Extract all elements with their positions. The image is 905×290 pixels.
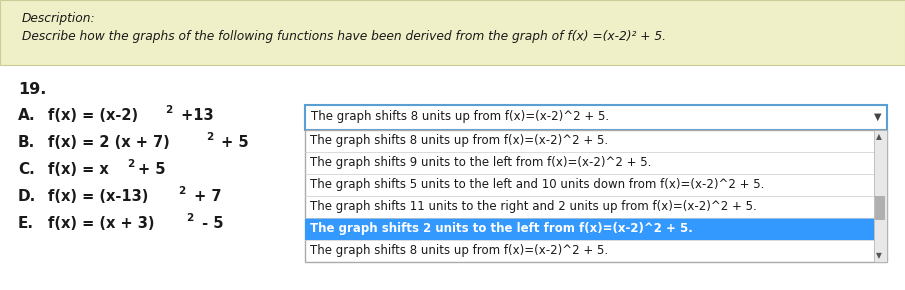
Text: 2: 2 — [206, 132, 214, 142]
Text: B.: B. — [18, 135, 35, 150]
Text: The graph shifts 9 units to the left from f(x)=(x-2)^2 + 5.: The graph shifts 9 units to the left fro… — [310, 156, 652, 169]
Text: + 5: + 5 — [216, 135, 249, 150]
Text: - 5: - 5 — [196, 216, 224, 231]
Text: f(x) = x: f(x) = x — [48, 162, 109, 177]
Text: +13: +13 — [176, 108, 214, 123]
Text: f(x) = (x-2): f(x) = (x-2) — [48, 108, 138, 123]
Text: Describe how the graphs of the following functions have been derived from the gr: Describe how the graphs of the following… — [22, 30, 666, 43]
Text: 19.: 19. — [18, 82, 46, 97]
Text: The graph shifts 8 units up from f(x)=(x-2)^2 + 5.: The graph shifts 8 units up from f(x)=(x… — [310, 134, 608, 147]
Text: 2: 2 — [166, 105, 173, 115]
Text: f(x) = (x + 3): f(x) = (x + 3) — [48, 216, 155, 231]
Text: + 7: + 7 — [189, 189, 222, 204]
FancyBboxPatch shape — [305, 218, 874, 240]
Text: ▼: ▼ — [876, 251, 881, 260]
FancyBboxPatch shape — [305, 130, 887, 262]
Text: f(x) = 2 (x + 7): f(x) = 2 (x + 7) — [48, 135, 170, 150]
FancyBboxPatch shape — [875, 196, 885, 220]
Text: f(x) = (x-13): f(x) = (x-13) — [48, 189, 148, 204]
Text: E.: E. — [18, 216, 34, 231]
Text: ▲: ▲ — [876, 132, 881, 141]
Text: The graph shifts 8 units up from f(x)=(x-2)^2 + 5.: The graph shifts 8 units up from f(x)=(x… — [311, 110, 609, 123]
Text: + 5: + 5 — [138, 162, 166, 177]
Text: A.: A. — [18, 108, 35, 123]
Text: 2: 2 — [186, 213, 194, 223]
Text: Description:: Description: — [22, 12, 96, 25]
FancyBboxPatch shape — [0, 0, 905, 65]
Text: The graph shifts 2 units to the left from f(x)=(x-2)^2 + 5.: The graph shifts 2 units to the left fro… — [310, 222, 693, 235]
Text: D.: D. — [18, 189, 36, 204]
FancyBboxPatch shape — [874, 130, 887, 262]
Text: 2: 2 — [128, 159, 135, 169]
Text: 2: 2 — [178, 186, 186, 196]
Text: C.: C. — [18, 162, 34, 177]
Text: The graph shifts 11 units to the right and 2 units up from f(x)=(x-2)^2 + 5.: The graph shifts 11 units to the right a… — [310, 200, 757, 213]
Text: The graph shifts 8 units up from f(x)=(x-2)^2 + 5.: The graph shifts 8 units up from f(x)=(x… — [310, 244, 608, 257]
Text: The graph shifts 5 units to the left and 10 units down from f(x)=(x-2)^2 + 5.: The graph shifts 5 units to the left and… — [310, 178, 765, 191]
Text: ▼: ▼ — [874, 112, 881, 122]
FancyBboxPatch shape — [305, 105, 887, 130]
